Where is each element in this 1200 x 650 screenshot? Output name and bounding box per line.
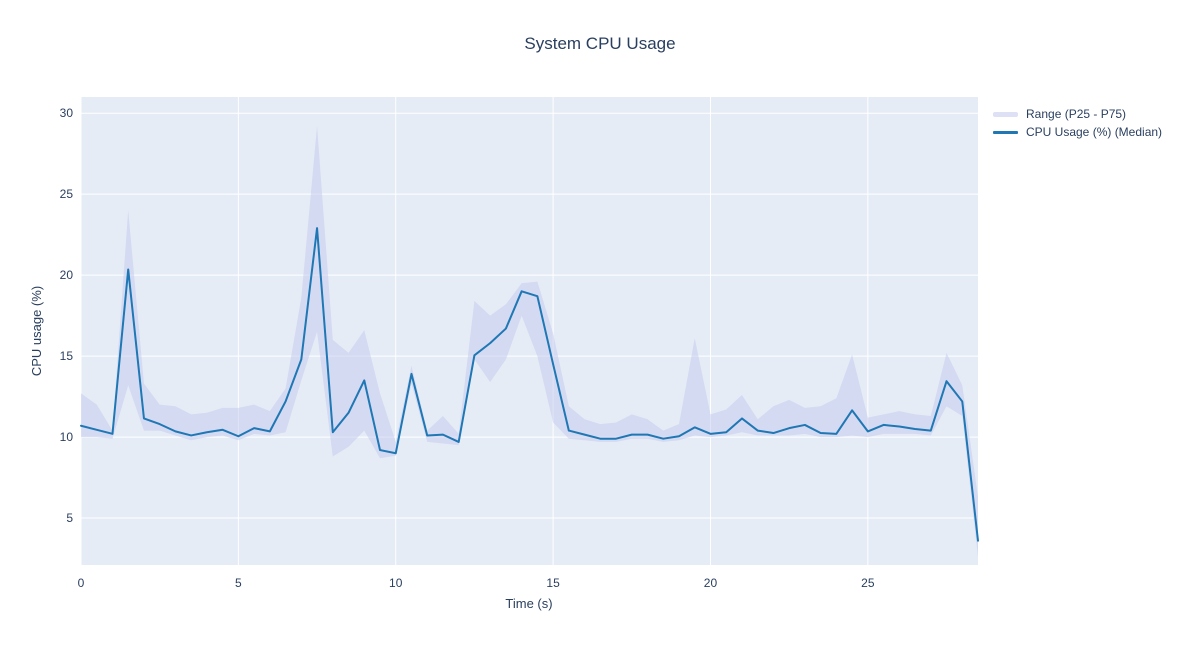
y-tick-label: 25: [59, 187, 73, 202]
x-axis-title: Time (s): [505, 596, 553, 611]
x-tick-label: 25: [861, 576, 875, 590]
range-band-swatch: [993, 111, 1018, 117]
legend-label-median: CPU Usage (%) (Median): [1026, 125, 1163, 139]
legend-item-median[interactable]: CPU Usage (%) (Median): [993, 123, 1162, 141]
y-tick-label: 20: [59, 268, 73, 283]
y-tick-label: 10: [59, 430, 73, 445]
x-tick-label: 15: [546, 576, 560, 590]
legend: Range (P25 - P75) CPU Usage (%) (Median): [993, 105, 1162, 141]
median-line: [80, 227, 979, 542]
y-tick-label: 15: [59, 349, 73, 364]
legend-label-range: Range (P25 - P75): [1026, 107, 1127, 121]
y-tick-label: 30: [59, 106, 73, 121]
y-axis-title: CPU usage (%): [29, 285, 44, 377]
x-tick-label: 20: [703, 576, 718, 590]
y-tick-label: 5: [66, 511, 73, 526]
legend-item-range[interactable]: Range (P25 - P75): [993, 105, 1162, 123]
x-tick-label: 5: [235, 576, 242, 590]
x-tick-label: 0: [77, 576, 85, 590]
median-line-swatch: [993, 130, 1018, 134]
x-tick-label: 10: [389, 576, 403, 590]
chart-title: System CPU Usage: [524, 34, 676, 53]
